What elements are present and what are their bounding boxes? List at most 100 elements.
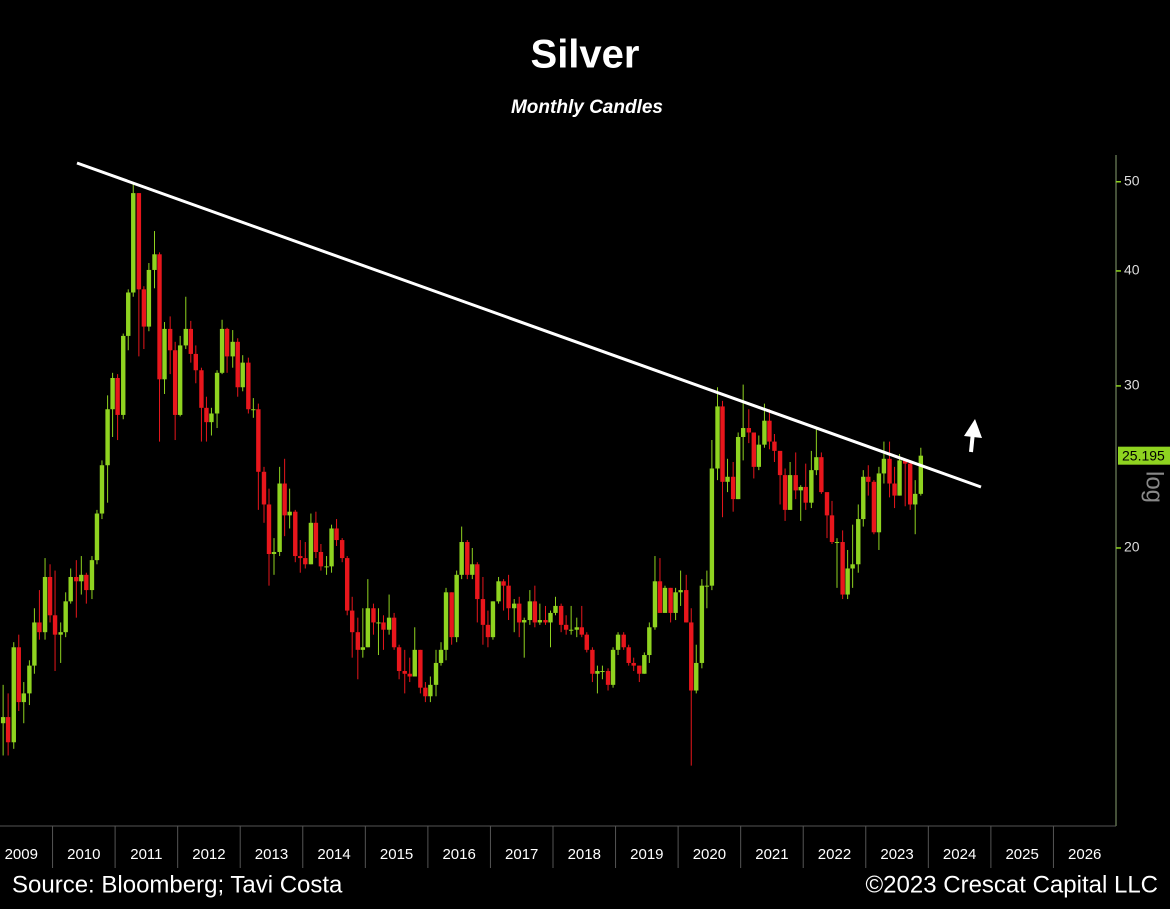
candle-body — [506, 585, 511, 609]
candle-body — [126, 292, 131, 336]
candle-body — [704, 585, 710, 587]
candle-body — [214, 372, 220, 414]
candle-body — [21, 693, 26, 703]
candle-body — [443, 592, 449, 650]
candle-body — [5, 717, 11, 743]
x-tick-label: 2009 — [5, 846, 38, 863]
x-tick-label: 2012 — [192, 846, 225, 863]
candle-body — [246, 362, 251, 410]
candle-body — [871, 481, 877, 533]
candle-body — [537, 620, 543, 623]
candle-body — [418, 649, 423, 688]
candle-body — [293, 511, 298, 557]
candle-body — [662, 587, 668, 613]
candle-body — [52, 615, 58, 635]
candle-body — [861, 476, 866, 520]
candle-body — [172, 350, 178, 415]
candle-body — [730, 476, 736, 500]
candle-body — [543, 620, 548, 623]
candle-body — [689, 622, 694, 691]
candle-body — [512, 603, 517, 609]
plot-area: 2009 2010 2011 2012 2013 2014 2015 2016 2017 2018… — [0, 172, 1140, 868]
candle-body — [532, 601, 538, 623]
candle-body — [412, 649, 417, 677]
candle-body — [391, 617, 397, 648]
candle-body — [626, 647, 631, 663]
candle-body — [402, 671, 407, 674]
candle-body — [584, 634, 589, 650]
candle-body — [892, 483, 897, 496]
candle-body — [568, 629, 574, 631]
candle-body — [793, 475, 798, 491]
candle-body — [740, 428, 746, 438]
candle-body — [777, 450, 783, 476]
y-tick-label: 30 — [1124, 377, 1140, 393]
candle-body — [829, 515, 835, 543]
candle-body — [762, 420, 767, 445]
x-tick-label: 2010 — [67, 846, 100, 863]
candle-body — [725, 476, 730, 482]
candle-body — [834, 542, 840, 544]
candle-body — [522, 620, 527, 623]
candle-body — [84, 574, 89, 591]
candle-body — [887, 458, 892, 484]
last-price-tag — [1118, 446, 1170, 465]
candle-body — [876, 473, 882, 533]
candle-body — [845, 568, 850, 595]
candle-body — [251, 409, 256, 411]
candle-body — [668, 587, 673, 613]
candle-body — [407, 673, 412, 677]
candle-body — [850, 564, 855, 569]
candle-body — [141, 289, 147, 327]
x-tick-label: 2017 — [505, 846, 538, 863]
candle-body — [256, 409, 261, 472]
candle-body — [490, 601, 496, 638]
candle-body — [657, 581, 663, 613]
candle-body — [720, 406, 725, 482]
candle-body — [787, 475, 793, 510]
candle-body — [219, 328, 225, 373]
candle-body — [590, 649, 595, 674]
candle-body — [840, 542, 845, 595]
candle-body — [678, 590, 683, 593]
candle-body — [637, 665, 642, 674]
candle-body — [152, 254, 157, 270]
candle-body — [136, 193, 142, 290]
candle-body — [684, 590, 689, 623]
x-tick-label: 2021 — [755, 846, 788, 863]
candle-body — [74, 576, 79, 582]
candle-body — [121, 335, 126, 415]
candle-body — [193, 353, 199, 371]
candle-body — [308, 522, 314, 565]
candle-body — [673, 592, 678, 613]
candle-body — [371, 608, 376, 623]
candle-body — [349, 610, 355, 633]
candle-body — [918, 455, 924, 494]
candle-body — [553, 605, 558, 613]
candle-body — [396, 647, 402, 672]
candle-body — [79, 574, 84, 582]
candle-body — [209, 413, 214, 423]
candle-body — [501, 581, 506, 586]
candle-body — [105, 409, 110, 466]
candle-body — [318, 551, 324, 567]
candle-body — [563, 624, 569, 630]
x-tick-label: 2011 — [130, 846, 162, 863]
candle-body — [642, 655, 647, 674]
y-tick-label: 50 — [1124, 172, 1140, 188]
candle-body — [47, 576, 53, 616]
candle-body — [438, 649, 444, 663]
candle-body — [230, 341, 235, 357]
candle-body — [131, 193, 136, 293]
candle-body — [480, 599, 486, 625]
candle-body — [475, 564, 480, 600]
candle-body — [595, 671, 600, 674]
candle-body — [287, 511, 292, 516]
y-tick-label: 20 — [1124, 539, 1140, 555]
candle-body — [605, 671, 611, 685]
candle-body — [94, 513, 100, 561]
candle-body — [735, 437, 741, 500]
candle-body — [199, 370, 204, 408]
candle-body — [470, 564, 475, 575]
up-arrow — [964, 419, 982, 453]
